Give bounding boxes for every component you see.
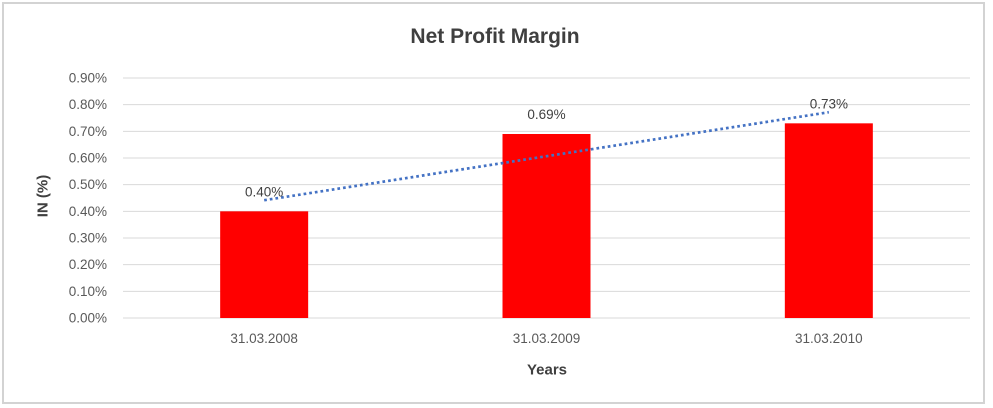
x-category-label: 31.03.2008 <box>230 331 298 346</box>
data-label: 0.73% <box>810 96 848 111</box>
y-tick-label: 0.70% <box>69 124 107 139</box>
data-label: 0.40% <box>245 184 283 199</box>
bar <box>784 123 873 318</box>
y-tick-label: 0.80% <box>69 97 107 112</box>
chart-title: Net Profit Margin <box>410 25 580 48</box>
y-tick-label: 0.20% <box>69 257 107 272</box>
x-category-label: 31.03.2010 <box>795 331 863 346</box>
y-tick-label: 0.00% <box>69 311 107 326</box>
y-tick-label: 0.30% <box>69 231 107 246</box>
y-tick-label: 0.90% <box>69 71 107 86</box>
y-tick-label: 0.10% <box>69 284 107 299</box>
bar <box>502 134 591 318</box>
trendline <box>263 110 830 202</box>
y-tick-label: 0.60% <box>69 151 107 166</box>
x-category-label: 31.03.2009 <box>513 331 581 346</box>
y-tick-label: 0.40% <box>69 204 107 219</box>
bar <box>220 211 309 318</box>
data-label: 0.69% <box>527 107 565 122</box>
y-tick-label: 0.50% <box>69 177 107 192</box>
x-axis-title: Years <box>526 361 568 379</box>
